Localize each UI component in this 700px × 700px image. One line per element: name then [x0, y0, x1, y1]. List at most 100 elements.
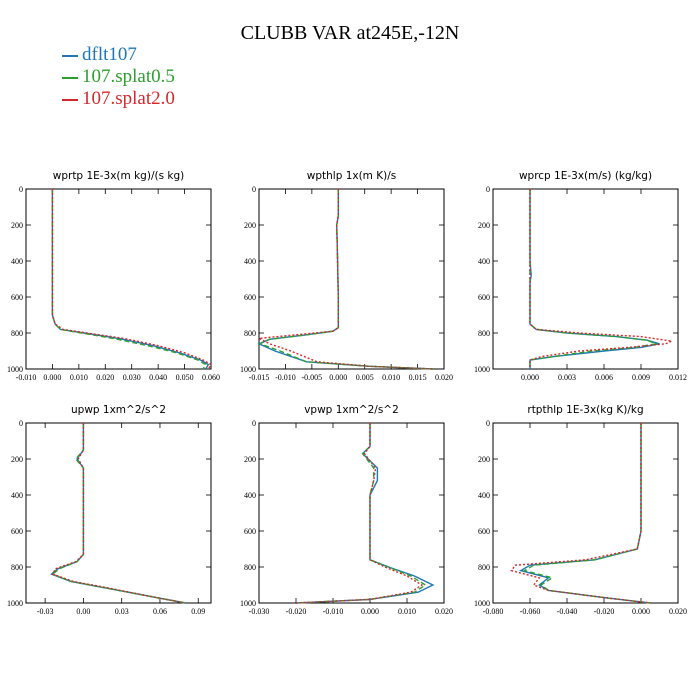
x-tick-label: 0.003 — [558, 373, 576, 382]
series-line-107.splat0.5 — [295, 423, 427, 604]
plot-frame — [258, 188, 445, 370]
panel-title: wprtp 1E-3x(m kg)/(s kg) — [53, 170, 184, 182]
x-tick-label: -0.020 — [286, 607, 307, 616]
legend-label: dflt107 — [82, 44, 137, 65]
y-tick-label: 400 — [478, 257, 490, 266]
legend-swatch — [62, 76, 78, 79]
panel-0: wprtp 1E-3x(m kg)/(s kg) -0.010 0.000 0.010… — [7, 170, 220, 382]
series-line-107.splat0.5 — [529, 189, 659, 369]
panel-2: wprcp 1E-3x(m/s) (kg/kg) 0.000 0.003 0.006 0… — [474, 170, 687, 382]
series-line-dflt107 — [51, 189, 210, 370]
y-tick-label: 400 — [11, 491, 23, 500]
legend-swatch — [62, 54, 78, 57]
panel-title: upwp 1xm^2/s^2 — [71, 404, 166, 416]
y-tick-label: 800 — [478, 329, 490, 338]
y-tick-label: 0 — [19, 185, 23, 194]
plot-frame — [25, 188, 212, 370]
x-tick-label: -0.080 — [483, 607, 504, 616]
x-tick-label: 0.09 — [191, 607, 205, 616]
y-tick-label: 600 — [11, 527, 23, 536]
legend-item-dflt107: dflt107 — [62, 44, 137, 66]
y-tick-label: 800 — [11, 563, 23, 572]
y-tick-label: 200 — [478, 455, 490, 464]
series-line-dflt107 — [529, 189, 660, 369]
chart-title: CLUBB VAR at245E,-12N — [240, 22, 460, 44]
plot-frame — [492, 422, 679, 604]
y-tick-label: 200 — [11, 221, 23, 230]
x-tick-label: -0.030 — [249, 607, 270, 616]
y-tick-label: 400 — [244, 257, 256, 266]
x-tick-label: 0.000 — [521, 373, 539, 382]
series-line-107.splat0.5 — [522, 423, 651, 604]
series-line-107.splat0.5 — [51, 423, 186, 604]
x-tick-label: 0.020 — [96, 373, 114, 382]
x-tick-label: 0.030 — [123, 373, 141, 382]
y-tick-label: 800 — [244, 329, 256, 338]
plot-frame — [258, 422, 445, 604]
panel-3: upwp 1xm^2/s^2 -0.03 0.00 0.03 0.06 0.09 0 200 4… — [7, 404, 212, 616]
y-tick-label: 200 — [478, 221, 490, 230]
x-tick-label: 0.000 — [361, 607, 379, 616]
panel-title: vpwp 1xm^2/s^2 — [304, 404, 399, 416]
x-tick-label: -0.010 — [275, 373, 296, 382]
x-tick-label: -0.005 — [302, 373, 323, 382]
y-tick-label: 0 — [486, 419, 490, 428]
y-tick-label: 600 — [478, 527, 490, 536]
legend-label: 107.splat2.0 — [82, 88, 175, 109]
series-line-107.splat2.0 — [295, 423, 424, 604]
x-tick-label: 0.005 — [356, 373, 374, 382]
y-tick-label: 0 — [486, 185, 490, 194]
x-tick-label: 0.06 — [153, 607, 167, 616]
legend-swatch — [62, 98, 78, 101]
legend-label: 107.splat0.5 — [82, 66, 175, 87]
x-tick-label: 0.000 — [632, 607, 650, 616]
x-tick-label: -0.010 — [16, 373, 37, 382]
panel-title: rtpthlp 1E-3x(kg K)/kg — [527, 404, 643, 416]
x-tick-label: -0.020 — [594, 607, 615, 616]
panel-title: wpthlp 1x(m K)/s — [307, 170, 397, 182]
y-tick-label: 400 — [244, 491, 256, 500]
y-tick-label: 0 — [252, 419, 256, 428]
panel-5: rtpthlp 1E-3x(kg K)/kg -0.080 -0.060 -0.040… — [474, 404, 687, 616]
panel-title: wprcp 1E-3x(m/s) (kg/kg) — [519, 170, 652, 182]
y-tick-label: 0 — [252, 185, 256, 194]
panel-4: vpwp 1xm^2/s^2 -0.030 -0.020 -0.010 0.000 0.0… — [240, 404, 453, 616]
x-tick-label: 0.000 — [329, 373, 347, 382]
y-tick-label: 1000 — [474, 599, 490, 608]
y-tick-label: 800 — [244, 563, 256, 572]
x-tick-label: 0.020 — [435, 607, 453, 616]
series-line-107.splat2.0 — [51, 189, 212, 370]
x-tick-label: 0.010 — [382, 373, 400, 382]
x-tick-label: 0.012 — [669, 373, 687, 382]
plot-frame — [25, 422, 212, 604]
x-tick-label: -0.010 — [323, 607, 344, 616]
y-tick-label: 200 — [11, 455, 23, 464]
x-tick-label: 0.03 — [115, 607, 129, 616]
x-tick-label: 0.00 — [76, 607, 90, 616]
x-tick-label: 0.009 — [632, 373, 650, 382]
legend-item-splat2.0: 107.splat2.0 — [62, 88, 175, 110]
series-line-107.splat2.0 — [529, 189, 675, 369]
x-tick-label: 0.020 — [669, 607, 687, 616]
x-tick-label: 0.015 — [409, 373, 427, 382]
series-line-107.splat0.5 — [51, 189, 207, 370]
y-tick-label: 200 — [244, 221, 256, 230]
y-tick-label: 800 — [11, 329, 23, 338]
x-tick-label: 0.050 — [176, 373, 194, 382]
x-tick-label: 0.060 — [202, 373, 220, 382]
series-line-dflt107 — [295, 423, 435, 604]
y-tick-label: 1000 — [7, 365, 23, 374]
y-tick-label: 400 — [11, 257, 23, 266]
legend-item-splat0.5: 107.splat0.5 — [62, 66, 175, 88]
x-tick-label: 0.006 — [595, 373, 613, 382]
x-tick-label: -0.03 — [37, 607, 54, 616]
x-tick-label: 0.010 — [398, 607, 416, 616]
x-tick-label: 0.000 — [43, 373, 61, 382]
series-line-dflt107 — [518, 423, 651, 604]
y-tick-label: 600 — [11, 293, 23, 302]
panel-1: wpthlp 1x(m K)/s -0.015 -0.010 -0.005 0.000 0… — [240, 170, 453, 382]
y-tick-label: 1000 — [240, 599, 256, 608]
y-tick-label: 1000 — [474, 365, 490, 374]
series-line-107.splat0.5 — [258, 189, 434, 370]
